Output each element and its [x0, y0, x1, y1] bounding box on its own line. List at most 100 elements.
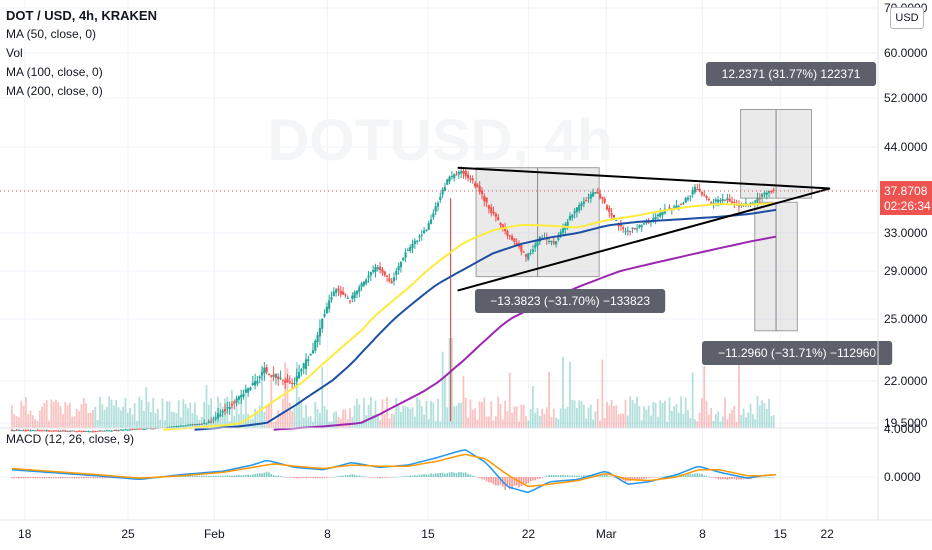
volume-bar — [636, 396, 638, 428]
volume-bar — [383, 413, 386, 428]
candle-body — [536, 241, 539, 246]
candle-body — [418, 236, 421, 238]
candle-body — [68, 430, 71, 432]
macd-hist-bar — [381, 477, 384, 478]
candle-body — [395, 270, 398, 275]
volume-bar — [231, 389, 233, 428]
candle-body — [385, 275, 389, 277]
candle-body — [191, 424, 194, 426]
candle-body — [91, 431, 95, 433]
candle-body — [508, 235, 511, 237]
macd-hist-bar — [284, 476, 286, 478]
macd-hist-bar — [80, 477, 83, 479]
candle-body — [480, 190, 484, 195]
volume-bar — [363, 397, 365, 428]
currency-button[interactable]: USD — [890, 7, 924, 29]
candle-body — [205, 423, 208, 425]
macd-hist-bar — [458, 472, 460, 477]
volume-bar — [647, 405, 650, 428]
macd-hist-bar — [286, 477, 289, 478]
candle-body — [152, 428, 155, 430]
candle-body — [318, 328, 322, 337]
candle-body — [34, 430, 37, 432]
volume-bar — [15, 416, 18, 428]
candle-body — [571, 214, 574, 218]
candle-body — [420, 234, 423, 236]
macd-hist-bar — [569, 475, 571, 477]
volume-bar — [430, 400, 432, 428]
macd-hist-bar — [689, 473, 692, 477]
candle-body — [314, 340, 317, 351]
candle-body — [770, 190, 773, 193]
volume-bar — [617, 414, 620, 428]
candle-body — [587, 197, 590, 199]
macd-hist-bar — [370, 477, 372, 478]
volume-bar — [520, 404, 523, 428]
candle-body — [20, 429, 23, 431]
volume-bar — [31, 415, 34, 428]
candle-body — [87, 430, 90, 432]
macd-hist-bar — [543, 476, 546, 478]
candle-body — [38, 430, 41, 432]
candle-body — [416, 240, 419, 242]
volume-bar — [367, 404, 370, 428]
candle-body — [506, 230, 509, 236]
macd-hist-bar — [525, 477, 527, 484]
volume-bar — [745, 417, 747, 428]
volume-bar — [85, 403, 87, 428]
candle-body — [61, 430, 65, 432]
candle-body — [721, 198, 724, 201]
ma-line-100 — [194, 208, 777, 431]
volume-bar — [75, 408, 78, 428]
macd-hist-bar — [610, 476, 613, 477]
macd-hist-bar — [393, 477, 395, 478]
volume-bar — [728, 413, 731, 428]
macd-hist-bar — [275, 475, 277, 477]
macd-hist-bar — [270, 473, 273, 477]
macd-hist-bar — [268, 472, 270, 477]
candle-body — [142, 428, 146, 430]
candle-body — [323, 314, 326, 317]
candle-body — [383, 271, 386, 276]
macd-hist-bar — [555, 475, 557, 477]
macd-hist-bar — [483, 477, 486, 480]
candle-body — [170, 426, 173, 428]
volume-bar — [302, 417, 305, 428]
macd-hist-bar — [240, 475, 242, 477]
volume-bar — [501, 419, 504, 428]
candle-body — [772, 189, 775, 191]
volume-bar — [610, 400, 613, 428]
macd-hist-bar — [78, 477, 80, 479]
candle-body — [24, 430, 27, 432]
macd-hist-bar — [101, 477, 104, 479]
candle-body — [108, 430, 111, 432]
macd-hist-bar — [647, 477, 650, 478]
volume-bar — [138, 396, 141, 428]
candle-body — [594, 192, 597, 194]
volume-bar — [22, 405, 25, 428]
macd-hist-bar — [374, 477, 377, 478]
volume-bar — [101, 404, 104, 428]
volume-bar — [453, 406, 456, 428]
volume-bar — [705, 400, 708, 428]
candle-body — [175, 425, 178, 427]
candle-body — [304, 359, 308, 370]
candle-body — [365, 279, 368, 284]
candle-body — [466, 174, 470, 179]
volume-bar — [432, 402, 435, 428]
macd-hist-bar — [376, 477, 379, 479]
macd-hist-bar — [529, 477, 532, 482]
candle-body — [355, 290, 359, 295]
volume-bar — [654, 402, 657, 428]
macd-hist-bar — [22, 477, 25, 479]
candle-body — [635, 228, 639, 230]
volume-bar — [41, 406, 43, 428]
candle-body — [244, 389, 247, 393]
volume-bar — [508, 372, 511, 428]
macd-hist-bar — [231, 475, 233, 477]
macd-hist-bar — [414, 475, 416, 477]
candle-body — [603, 198, 606, 203]
candle-body — [758, 198, 761, 200]
candle-body — [601, 197, 604, 199]
